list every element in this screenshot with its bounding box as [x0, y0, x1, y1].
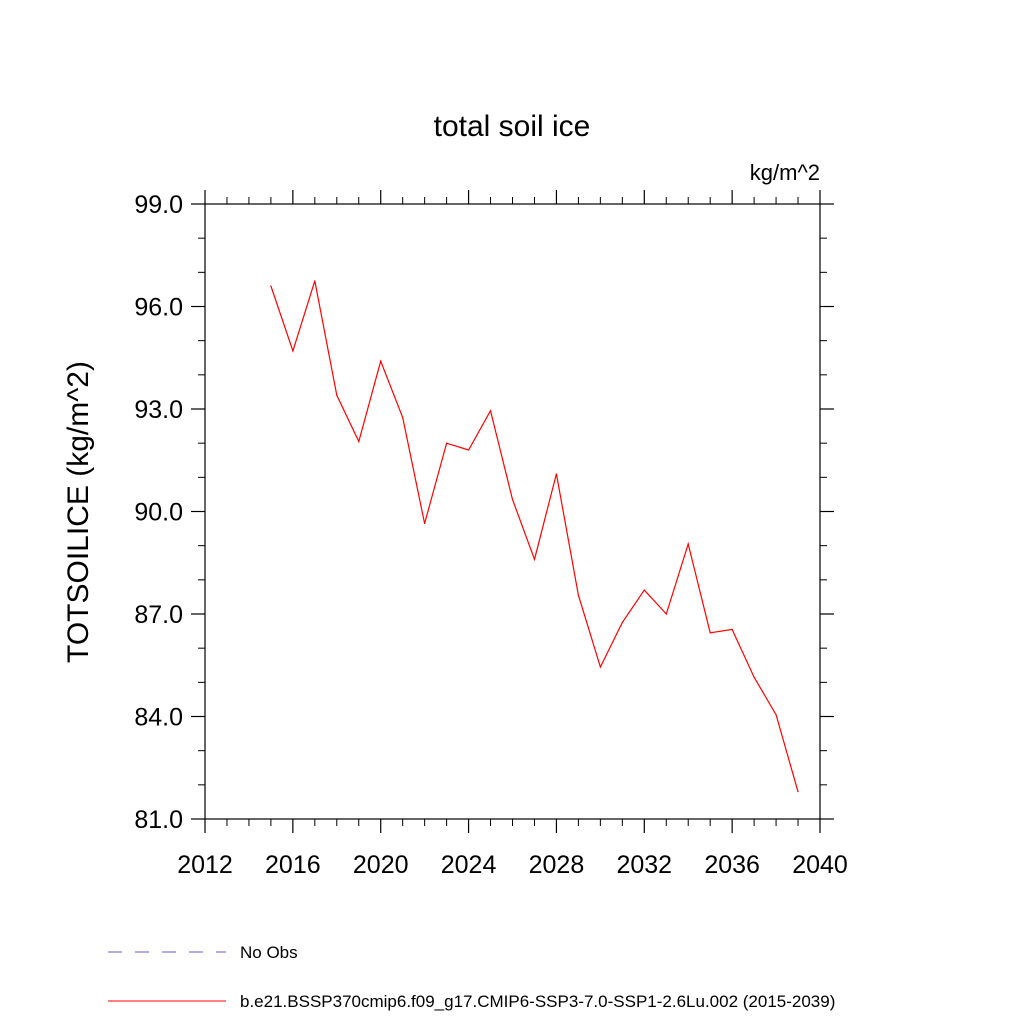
data-point [555, 473, 558, 475]
axes: 2012 2016 2020 2024 2028 2032 2036 2040 81.0 84.0… [134, 190, 848, 879]
data-point [314, 280, 316, 282]
series-line [270, 280, 799, 792]
data-point [270, 285, 272, 287]
data-point [489, 410, 492, 412]
data-point [797, 791, 799, 793]
data-point [511, 498, 514, 501]
x-tick-label: 2040 [792, 851, 848, 879]
plot-area [204, 203, 821, 820]
y-tick-label: 90.0 [134, 499, 183, 527]
x-tick-label: 2028 [529, 851, 585, 879]
y-axis-label: TOTSOILICE (kg/m^2) [62, 361, 95, 663]
data-point [577, 594, 579, 596]
data-point [358, 440, 360, 443]
data-point [292, 350, 294, 352]
plot-frame [204, 203, 821, 820]
legend-label: No Obs [240, 943, 298, 962]
data-point [336, 394, 338, 396]
legend: No Obs b.e21.BSSP370cmip6.f09_g17.CMIP6-S… [108, 943, 835, 1011]
x-tick-label: 2032 [616, 851, 672, 879]
data-point [446, 442, 448, 444]
y-tick-label: 84.0 [134, 704, 183, 732]
data-point [380, 360, 382, 362]
x-tick-label: 2024 [441, 851, 497, 879]
x-tick-label: 2016 [265, 851, 321, 879]
y-tick-label: 96.0 [134, 294, 183, 322]
units-label: kg/m^2 [750, 160, 820, 185]
data-point [599, 666, 601, 668]
data-point [731, 628, 733, 630]
data-point [424, 522, 426, 525]
data-point [643, 589, 645, 591]
x-tick-label: 2020 [353, 851, 409, 879]
data-point [709, 632, 711, 634]
data-point [665, 613, 667, 615]
x-tick-label: 2012 [177, 851, 233, 879]
data-point [775, 714, 777, 716]
y-tick-label: 87.0 [134, 601, 183, 629]
y-tick-label: 81.0 [134, 806, 183, 834]
legend-label: b.e21.BSSP370cmip6.f09_g17.CMIP6-SSP3-7.… [240, 992, 835, 1011]
data-point [467, 449, 470, 451]
data-point [402, 416, 404, 419]
series-layer [270, 280, 799, 793]
chart-title: total soil ice [434, 110, 591, 143]
y-tick-label: 99.0 [134, 191, 183, 219]
data-point [753, 676, 755, 678]
data-point [533, 558, 536, 560]
data-point [687, 543, 689, 545]
y-tick-label: 93.0 [134, 396, 183, 424]
x-tick-label: 2036 [704, 851, 760, 879]
data-point [621, 621, 623, 624]
